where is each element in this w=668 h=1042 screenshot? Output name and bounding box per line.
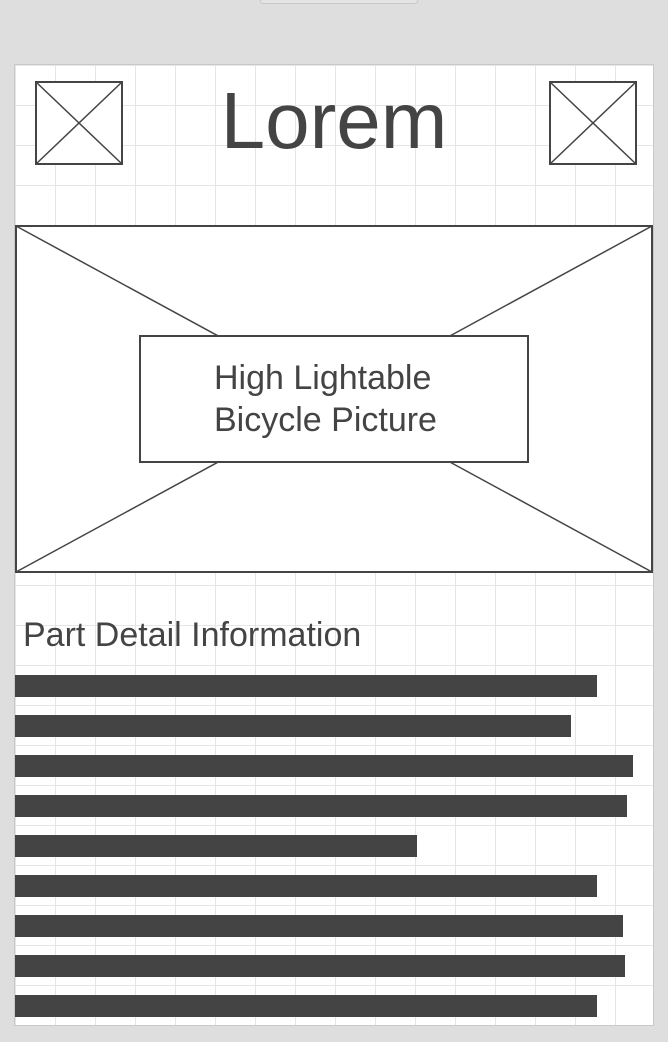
text-line-placeholder — [15, 955, 625, 977]
placeholder-image-icon[interactable] — [35, 81, 123, 165]
text-line-placeholder — [15, 715, 571, 737]
text-line-placeholder — [15, 795, 627, 817]
image-caption-box: High Lightable Bicycle Picture — [139, 335, 529, 463]
image-caption: High Lightable Bicycle Picture — [214, 359, 437, 439]
phone-screen: Lorem High Lightable Bicycle Picture Par… — [14, 64, 654, 1026]
page-title: Lorem — [220, 76, 448, 165]
text-line-placeholder — [15, 675, 597, 697]
text-line-placeholder — [15, 915, 623, 937]
section-heading: Part Detail Information — [23, 616, 362, 654]
text-line-placeholder — [15, 875, 597, 897]
placeholder-image-icon[interactable] — [549, 81, 637, 165]
image-placeholder-icon — [15, 225, 653, 573]
bicycle-image-placeholder[interactable]: High Lightable Bicycle Picture — [15, 225, 653, 573]
text-line-placeholder — [15, 755, 633, 777]
device-notch — [260, 0, 418, 4]
text-line-placeholder — [15, 835, 417, 857]
text-line-placeholder — [15, 995, 597, 1017]
